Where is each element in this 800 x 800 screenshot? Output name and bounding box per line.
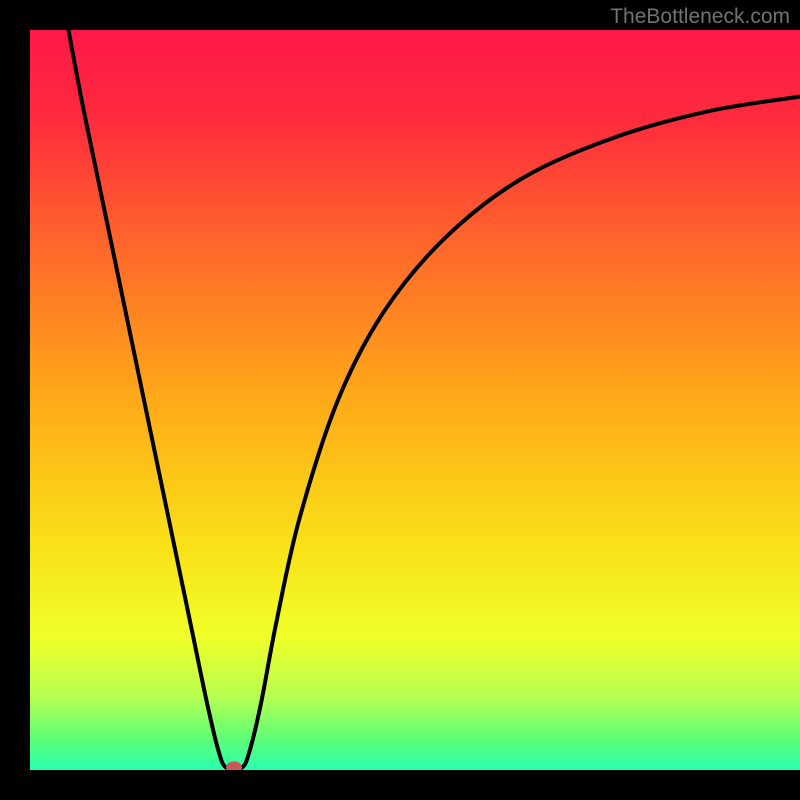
- bottleneck-curve: [69, 30, 800, 770]
- watermark-text: TheBottleneck.com: [610, 5, 790, 29]
- plot-area: [30, 30, 800, 770]
- chart-container: TheBottleneck.com: [0, 0, 800, 800]
- minimum-marker: [226, 761, 242, 770]
- curve-overlay: [30, 30, 800, 770]
